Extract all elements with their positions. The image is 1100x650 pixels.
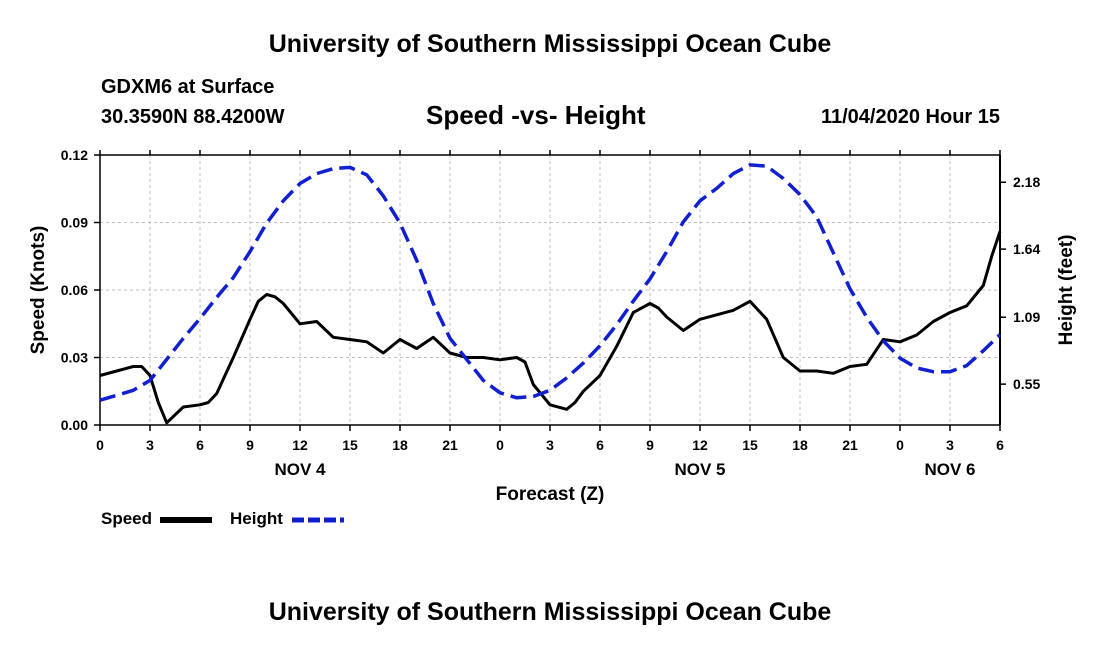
page-title: University of Southern Mississippi Ocean… — [268, 30, 832, 58]
y2-tick-label: 1.64 — [1013, 241, 1040, 257]
x-tick-label: 9 — [646, 437, 654, 453]
y-tick-label: 0.00 — [61, 417, 88, 433]
y-tick-label: 0.12 — [61, 147, 88, 163]
station-name: GDXM6 at Surface — [101, 76, 275, 98]
x-tick-label: 3 — [546, 437, 554, 453]
x-tick-label: 15 — [342, 437, 358, 453]
x-tick-label: 12 — [292, 437, 308, 453]
date-label: NOV 4 — [274, 460, 326, 479]
x-tick-label: 3 — [146, 437, 154, 453]
y-tick-label: 0.06 — [61, 282, 88, 298]
x-tick-label: 21 — [442, 437, 458, 453]
x-tick-label: 0 — [896, 437, 904, 453]
footer-title: University of Southern Mississippi Ocean… — [268, 598, 832, 626]
chart-title: Speed -vs- Height — [426, 100, 646, 130]
legend-height-label: Height — [230, 509, 283, 528]
x-tick-label: 21 — [842, 437, 858, 453]
x-axis-label: Forecast (Z) — [496, 484, 605, 505]
height-series-line — [99, 163, 1002, 402]
y2-tick-label: 2.18 — [1013, 174, 1040, 190]
series-lines — [99, 163, 1002, 425]
x-tick-label: 9 — [246, 437, 254, 453]
x-tick-label: 6 — [996, 437, 1004, 453]
x-tick-label: 12 — [692, 437, 708, 453]
y2-axis-label: Height (feet) — [1056, 235, 1077, 346]
speed-series-line — [99, 231, 1002, 425]
station-coordinates: 30.3590N 88.4200W — [101, 106, 285, 128]
forecast-date: 11/04/2020 Hour 15 — [820, 106, 1000, 128]
x-tick-label: 0 — [96, 437, 104, 453]
date-label: NOV 6 — [924, 460, 975, 479]
legend-speed-label: Speed — [101, 509, 153, 528]
y-tick-label: 0.03 — [61, 350, 88, 366]
x-tick-label: 6 — [196, 437, 204, 453]
y2-tick-label: 0.55 — [1013, 376, 1040, 392]
x-tick-label: 15 — [742, 437, 758, 453]
grid-lines — [100, 155, 1000, 425]
y2-tick-label: 1.09 — [1013, 309, 1040, 325]
x-tick-label: 18 — [792, 437, 808, 453]
y-axis-label: Speed (Knots) — [28, 226, 49, 355]
x-tick-label: 3 — [946, 437, 954, 453]
x-tick-label: 6 — [596, 437, 604, 453]
x-tick-label: 0 — [496, 437, 504, 453]
x-tick-label: 18 — [392, 437, 408, 453]
axes: 0 3 6 9 12 15 18 21 0 3 6 9 12 15 18 21 0 3 6 NOV 4 NOV 5 NOV… — [61, 147, 1041, 479]
y-tick-label: 0.09 — [61, 215, 88, 231]
date-label: NOV 5 — [674, 460, 725, 479]
